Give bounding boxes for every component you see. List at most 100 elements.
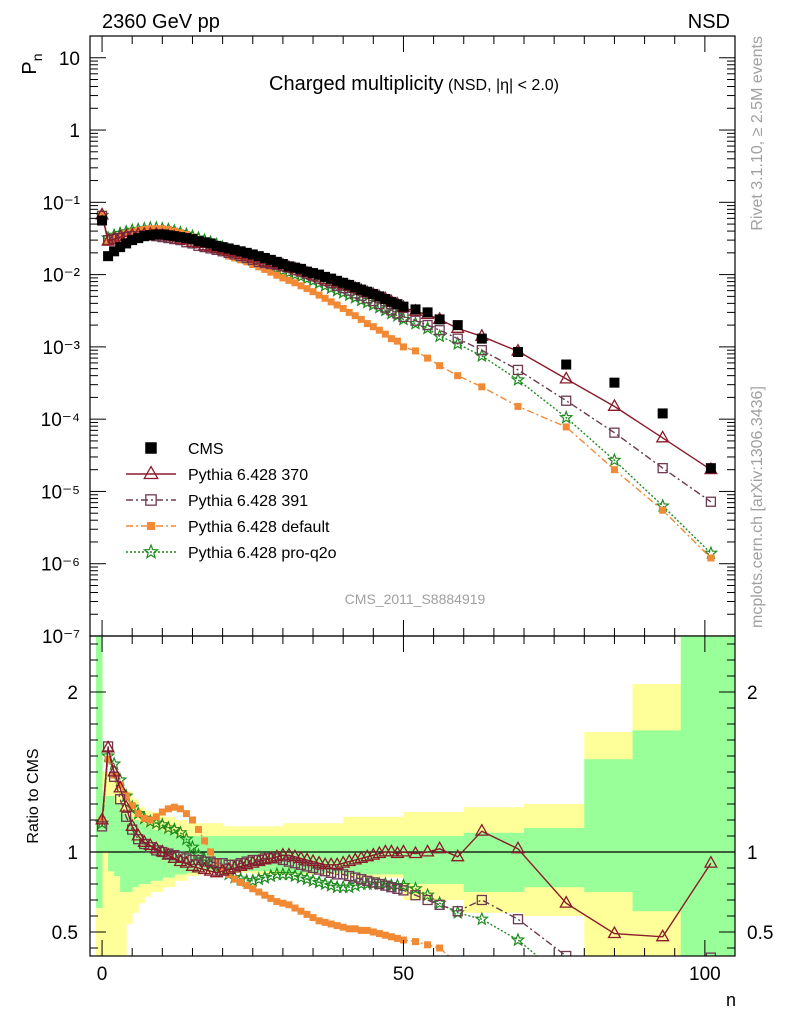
ratio-point [387,933,395,941]
main-point [181,233,192,244]
main-point [314,269,325,280]
main-point [381,330,389,338]
main-point [452,333,463,344]
main-axes: 10 1 10⁻¹ 10⁻² 10⁻³ 10⁻⁴ 10⁻⁵ 10⁻⁶ 10⁻⁷ [41,35,736,648]
legend-entry-pythia-6-428-default: Pythia 6.428 default [126,519,330,536]
main-point [320,271,331,282]
main-point [609,377,620,388]
main-point [410,315,421,326]
ratio-point [420,887,435,902]
main-point [175,232,186,243]
ratio-point [197,861,212,875]
ratio-point [297,907,305,915]
ratio-point [357,926,365,934]
main-point [103,251,114,262]
ratio-point [512,914,524,925]
ratio-point [434,899,445,910]
main-point [452,320,463,331]
ratio-point [327,920,335,928]
main-point [398,311,409,323]
main-point [107,231,122,244]
main-point [309,288,317,296]
ratio-point [305,873,321,888]
main-y-tick-label: 10⁻⁴ [41,410,80,431]
ratio-point [368,877,379,888]
main-point [609,427,620,438]
ratio-point [454,961,461,968]
ratio-point [199,856,210,867]
main-point [558,409,574,424]
main-point [607,398,622,411]
ratio-series-pythia-6-428-370 [95,740,718,942]
main-y-tick-label: 1 [69,121,80,142]
main-point [121,238,132,249]
ratio-point [476,894,487,906]
ratio-point [333,922,341,930]
legend: CMS Pythia 6.428 370 Pythia 6.428 391 Pythi… [126,441,337,562]
main-point [140,226,148,234]
ratio-point [351,925,359,933]
main-point [259,252,270,263]
ratio-point [432,840,447,854]
ratio-point [317,876,333,891]
ratio-point [424,941,432,949]
main-point [303,285,311,293]
legend-entry-pythia-6-428-pro-q2o: Pythia 6.428 pro-q2o [126,543,337,562]
main-point [267,268,275,276]
main-point [157,229,168,240]
ratio-point [386,882,397,893]
legend-marker [145,442,157,454]
main-point [271,256,282,267]
ratio-point [185,839,200,854]
ratio-band-inner [680,636,735,956]
main-point [97,215,108,226]
main-y-tick-label: 10 [59,49,80,70]
x-axis-label: n [726,990,736,1010]
main-y-tick-label: 10⁻¹ [43,193,81,214]
ratio-point [281,866,297,881]
main-point [422,307,433,318]
main-point [308,268,319,279]
ratio-point [161,820,176,835]
ratio-point [396,877,411,892]
ratio-point [255,888,263,896]
main-point [478,383,486,391]
analysis-id: CMS_2011_S8884919 [345,591,486,607]
x-tick-label: 50 [393,964,414,985]
main-point [657,408,668,419]
ratio-line-pythia-6-428-pro-q2o [101,754,539,956]
main-point [315,291,323,299]
ratio-uncertainty-bands [96,636,735,956]
ratio-point [205,856,216,867]
ratio-point [158,808,166,816]
ratio-point [315,917,323,925]
main-point [283,261,294,272]
main-point [326,273,337,284]
ratio-point [164,805,172,813]
ratio-point [306,853,320,867]
energy-label: 2360 GeV pp [102,11,220,33]
ratio-point [287,848,302,862]
ratio-point [452,906,463,917]
ratio-point [384,844,399,857]
main-point [374,291,385,302]
ratio-point [450,848,465,862]
ratio-point [201,837,209,845]
ratio-point [249,885,257,893]
ratio-point [267,894,275,902]
main-series-pythia-6-428-391 [96,210,717,507]
main-point [398,301,409,312]
main-point [512,346,523,357]
main-point [510,372,526,387]
ratio-point [152,813,160,821]
ratio-point [293,869,309,884]
ratio-point [125,818,140,831]
main-point [369,323,377,331]
ratio-point [380,880,391,891]
ratio-point [657,998,668,1009]
main-point [434,314,445,325]
legend-marker [145,494,157,506]
main-point [476,333,487,344]
legend-entry-cms: CMS [145,441,224,458]
